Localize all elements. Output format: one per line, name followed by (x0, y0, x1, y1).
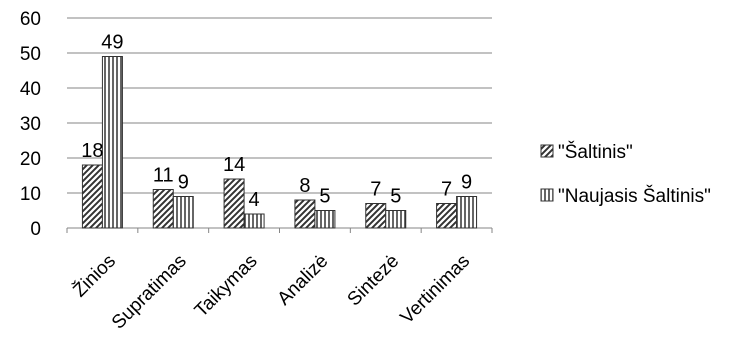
data-label: 9 (178, 172, 189, 194)
bar-naujasis-saltinis (243, 213, 265, 229)
data-label: 5 (390, 186, 401, 208)
data-label: 8 (299, 175, 310, 197)
legend-label: "Naujasis Šaltinis" (558, 185, 711, 207)
y-axis-tick-labels: 0 10 20 30 40 50 60 (20, 9, 41, 240)
data-label: 5 (319, 186, 330, 208)
data-label: 7 (370, 179, 381, 201)
y-tick-label: 60 (20, 9, 41, 30)
data-label: 4 (249, 189, 260, 211)
bar-saltinis (81, 164, 103, 229)
legend-label: "Šaltinis" (558, 141, 633, 163)
y-tick-label: 0 (30, 219, 41, 240)
bar-saltinis (436, 203, 458, 229)
x-category-label: Taikymas (191, 251, 262, 322)
bar-naujasis-saltinis (456, 196, 478, 229)
x-category-label: Žinios (69, 250, 120, 301)
y-tick-label: 10 (20, 184, 41, 205)
bar-naujasis-saltinis (101, 56, 123, 229)
gridlines (66, 17, 493, 233)
bar-saltinis (223, 178, 245, 229)
y-tick-label: 50 (20, 44, 41, 65)
y-tick-label: 20 (20, 149, 41, 170)
x-category-label: Supratimas (108, 251, 191, 334)
bar-naujasis-saltinis (314, 210, 336, 229)
bar-saltinis (294, 199, 316, 229)
x-category-label: Sintezė (344, 251, 404, 311)
bar-saltinis (152, 189, 174, 229)
x-category-label: Analizė (274, 251, 333, 310)
legend-swatch (540, 188, 554, 202)
data-label: 18 (81, 140, 103, 162)
legend-swatch (540, 144, 554, 158)
bars (81, 56, 478, 229)
data-label: 11 (153, 165, 174, 187)
y-tick-label: 30 (20, 114, 41, 135)
bar-naujasis-saltinis (385, 210, 407, 229)
legend: "Šaltinis" "Naujasis Šaltinis" (540, 141, 711, 207)
bar-naujasis-saltinis (172, 196, 194, 229)
data-label: 9 (461, 172, 472, 194)
data-label: 49 (101, 32, 123, 54)
bar-saltinis (365, 203, 387, 229)
data-label: 7 (441, 179, 452, 201)
data-label: 14 (223, 154, 245, 176)
x-category-label: Vertinimas (397, 251, 475, 329)
y-tick-label: 40 (20, 79, 41, 100)
